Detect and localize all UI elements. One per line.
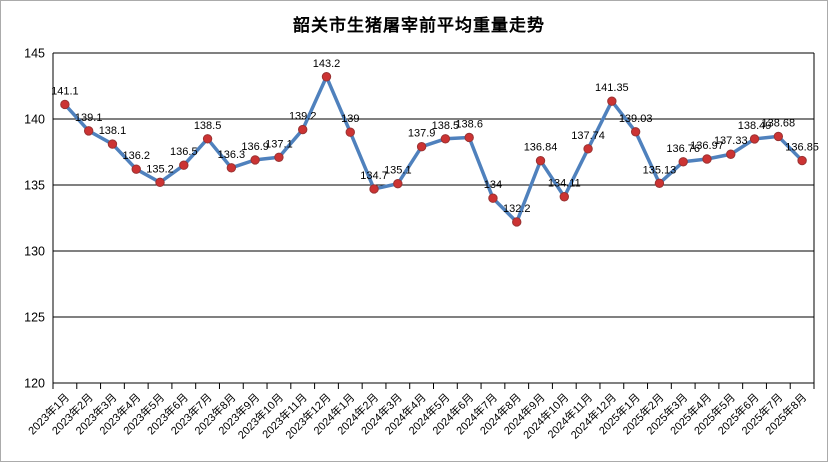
y-axis-label: 125: [24, 311, 45, 325]
data-point-label: 139.2: [289, 111, 317, 123]
data-point-label: 135.1: [384, 165, 412, 177]
data-point-marker: [773, 131, 784, 142]
data-point-marker: [60, 99, 70, 110]
data-point-marker: [440, 134, 451, 144]
data-point-label: 138.68: [762, 117, 796, 129]
y-axis-label: 140: [24, 113, 45, 127]
data-point-marker: [630, 127, 641, 137]
data-point-marker: [83, 126, 94, 136]
data-point-marker: [250, 155, 260, 165]
data-point-marker: [274, 152, 284, 162]
data-point-marker: [749, 134, 760, 144]
data-point-marker: [155, 177, 165, 188]
y-axis-label: 135: [24, 179, 45, 193]
data-point-label: 138.1: [99, 125, 127, 137]
y-axis-label: 130: [24, 245, 45, 259]
data-point-label: 138.5: [432, 120, 460, 132]
data-point-label: 137.33: [714, 135, 748, 147]
data-point-label: 135.2: [146, 163, 174, 175]
data-point-marker: [226, 163, 237, 173]
data-point-label: 132.2: [503, 203, 531, 215]
data-point-label: 134: [484, 179, 502, 191]
data-point-marker: [416, 142, 427, 152]
data-point-marker: [488, 193, 498, 203]
data-point-marker: [702, 154, 712, 164]
data-point-label: 138.5: [194, 120, 222, 132]
data-point-label: 138.49: [738, 120, 772, 132]
data-point-label: 136.97: [690, 140, 724, 152]
data-point-marker: [393, 178, 403, 189]
data-point-label: 141.35: [595, 82, 629, 94]
data-point-marker: [797, 155, 807, 166]
data-point-marker: [298, 124, 308, 135]
data-point-marker: [107, 139, 118, 149]
data-point-label: 139.1: [75, 112, 103, 124]
data-point-label: 137.74: [571, 130, 605, 142]
data-point-marker: [535, 156, 546, 166]
data-point-marker: [583, 144, 593, 154]
data-point-label: 136.3: [218, 149, 246, 161]
data-line: [63, 75, 804, 224]
data-point-marker: [654, 178, 665, 188]
data-point-marker: [202, 134, 213, 144]
data-point-label: 143.2: [313, 58, 341, 70]
data-point-marker: [678, 157, 688, 167]
data-point-label: 137.9: [408, 128, 436, 140]
data-point-label: 134.7: [360, 170, 388, 182]
data-point-label: 135.13: [643, 164, 677, 176]
data-point-marker: [512, 217, 522, 227]
data-point-marker: [607, 96, 617, 106]
data-point-marker: [464, 132, 474, 143]
data-point-marker: [345, 127, 355, 137]
data-point-label: 137.1: [265, 138, 293, 150]
chart-title: 韶关市生猪屠宰前平均重量走势: [293, 16, 545, 35]
data-point-marker: [369, 184, 379, 194]
data-point-label: 136.76: [666, 143, 700, 155]
data-point-label: 134.11: [548, 178, 581, 190]
y-axis-label: 145: [24, 47, 45, 61]
data-point-label: 136.5: [170, 146, 198, 158]
data-point-label: 136.2: [122, 150, 150, 162]
data-point-marker: [559, 192, 569, 202]
data-point-marker: [131, 164, 141, 174]
y-axis-label: 120: [24, 377, 45, 391]
data-point-marker: [179, 160, 189, 170]
data-point-label: 139: [341, 113, 359, 125]
data-point-label: 136.84: [524, 142, 558, 154]
data-point-label: 139.03: [619, 113, 653, 125]
data-point-marker: [726, 149, 736, 159]
data-point-label: 138.6: [455, 118, 483, 130]
data-point-label: 136.9: [241, 141, 269, 153]
data-point-label: 136.85: [785, 142, 819, 154]
data-point-marker: [321, 72, 332, 82]
data-point-label: 141.1: [51, 85, 79, 97]
